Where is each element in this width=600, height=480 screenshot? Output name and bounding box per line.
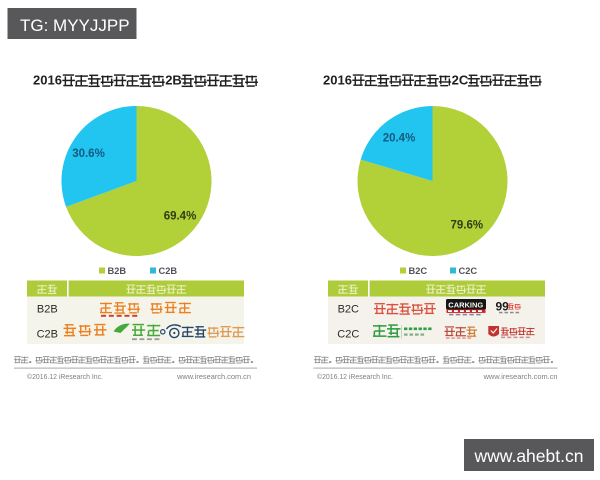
svg-text:69.4%: 69.4%: [164, 211, 197, 223]
svg-text:B2B: B2B: [108, 266, 127, 276]
svg-text:20.4%: 20.4%: [383, 133, 416, 145]
svg-text:B2B: B2B: [37, 304, 58, 316]
svg-text:B2C: B2C: [409, 266, 428, 276]
svg-text:2016: 2016: [33, 72, 62, 87]
svg-text:www.iresearch.com.cn: www.iresearch.com.cn: [176, 372, 251, 381]
svg-text:2C: 2C: [452, 72, 469, 87]
svg-text:30.6%: 30.6%: [72, 148, 105, 160]
svg-text:©2016.12 iResearch Inc.: ©2016.12 iResearch Inc.: [27, 373, 103, 381]
svg-text:2016: 2016: [323, 72, 352, 87]
svg-text:2B: 2B: [165, 72, 182, 87]
svg-text:C2C: C2C: [337, 329, 359, 341]
svg-text:TG: MYYJJPP: TG: MYYJJPP: [20, 16, 130, 35]
svg-text:www.ahebt.cn: www.ahebt.cn: [474, 446, 584, 466]
svg-text:79.6%: 79.6%: [450, 220, 483, 232]
svg-text:C2C: C2C: [459, 266, 478, 276]
svg-text:KING: KING: [465, 300, 484, 309]
svg-text:B2C: B2C: [338, 304, 359, 316]
svg-text:©2016.12 iResearch Inc.: ©2016.12 iResearch Inc.: [317, 373, 393, 381]
svg-text:C2B: C2B: [37, 329, 58, 341]
svg-text:CAR: CAR: [448, 300, 465, 309]
svg-text:99: 99: [496, 300, 510, 314]
svg-text:www.iresearch.com.cn: www.iresearch.com.cn: [483, 372, 558, 381]
svg-text:C2B: C2B: [159, 266, 178, 276]
